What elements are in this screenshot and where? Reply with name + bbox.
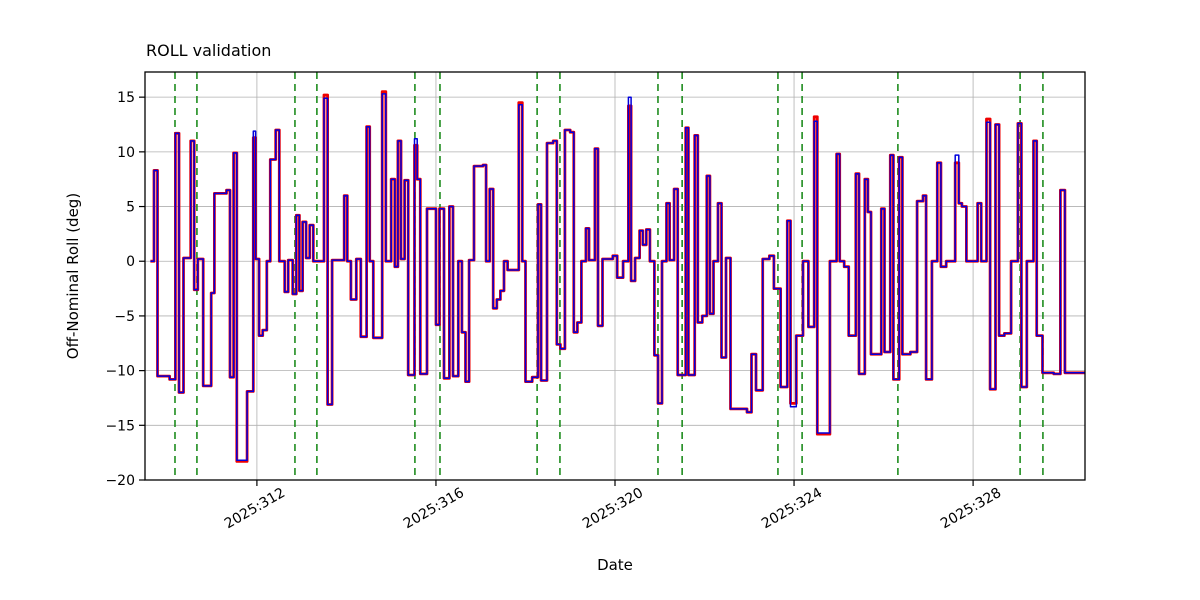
chart-title: ROLL validation bbox=[146, 41, 271, 60]
y-tick-label: 0 bbox=[126, 254, 135, 270]
y-tick-label: −20 bbox=[105, 473, 135, 489]
y-tick-label: 5 bbox=[126, 200, 135, 216]
y-tick-label: 15 bbox=[117, 90, 135, 106]
x-tick-label: 2025:324 bbox=[759, 485, 825, 532]
x-axis-label: Date bbox=[597, 556, 633, 574]
x-tick-label: 2025:328 bbox=[938, 485, 1004, 532]
x-tick-label: 2025:312 bbox=[222, 485, 288, 532]
y-tick-label: 10 bbox=[117, 145, 135, 161]
y-tick-label: −10 bbox=[105, 364, 135, 380]
y-axis-label: Off-Nominal Roll (deg) bbox=[64, 193, 82, 359]
y-tick-label: −5 bbox=[114, 309, 135, 325]
blue-series-line bbox=[150, 93, 1085, 462]
x-tick-label: 2025:316 bbox=[401, 485, 467, 532]
y-tick-label: −15 bbox=[105, 418, 135, 434]
x-tick-label: 2025:320 bbox=[580, 485, 646, 532]
